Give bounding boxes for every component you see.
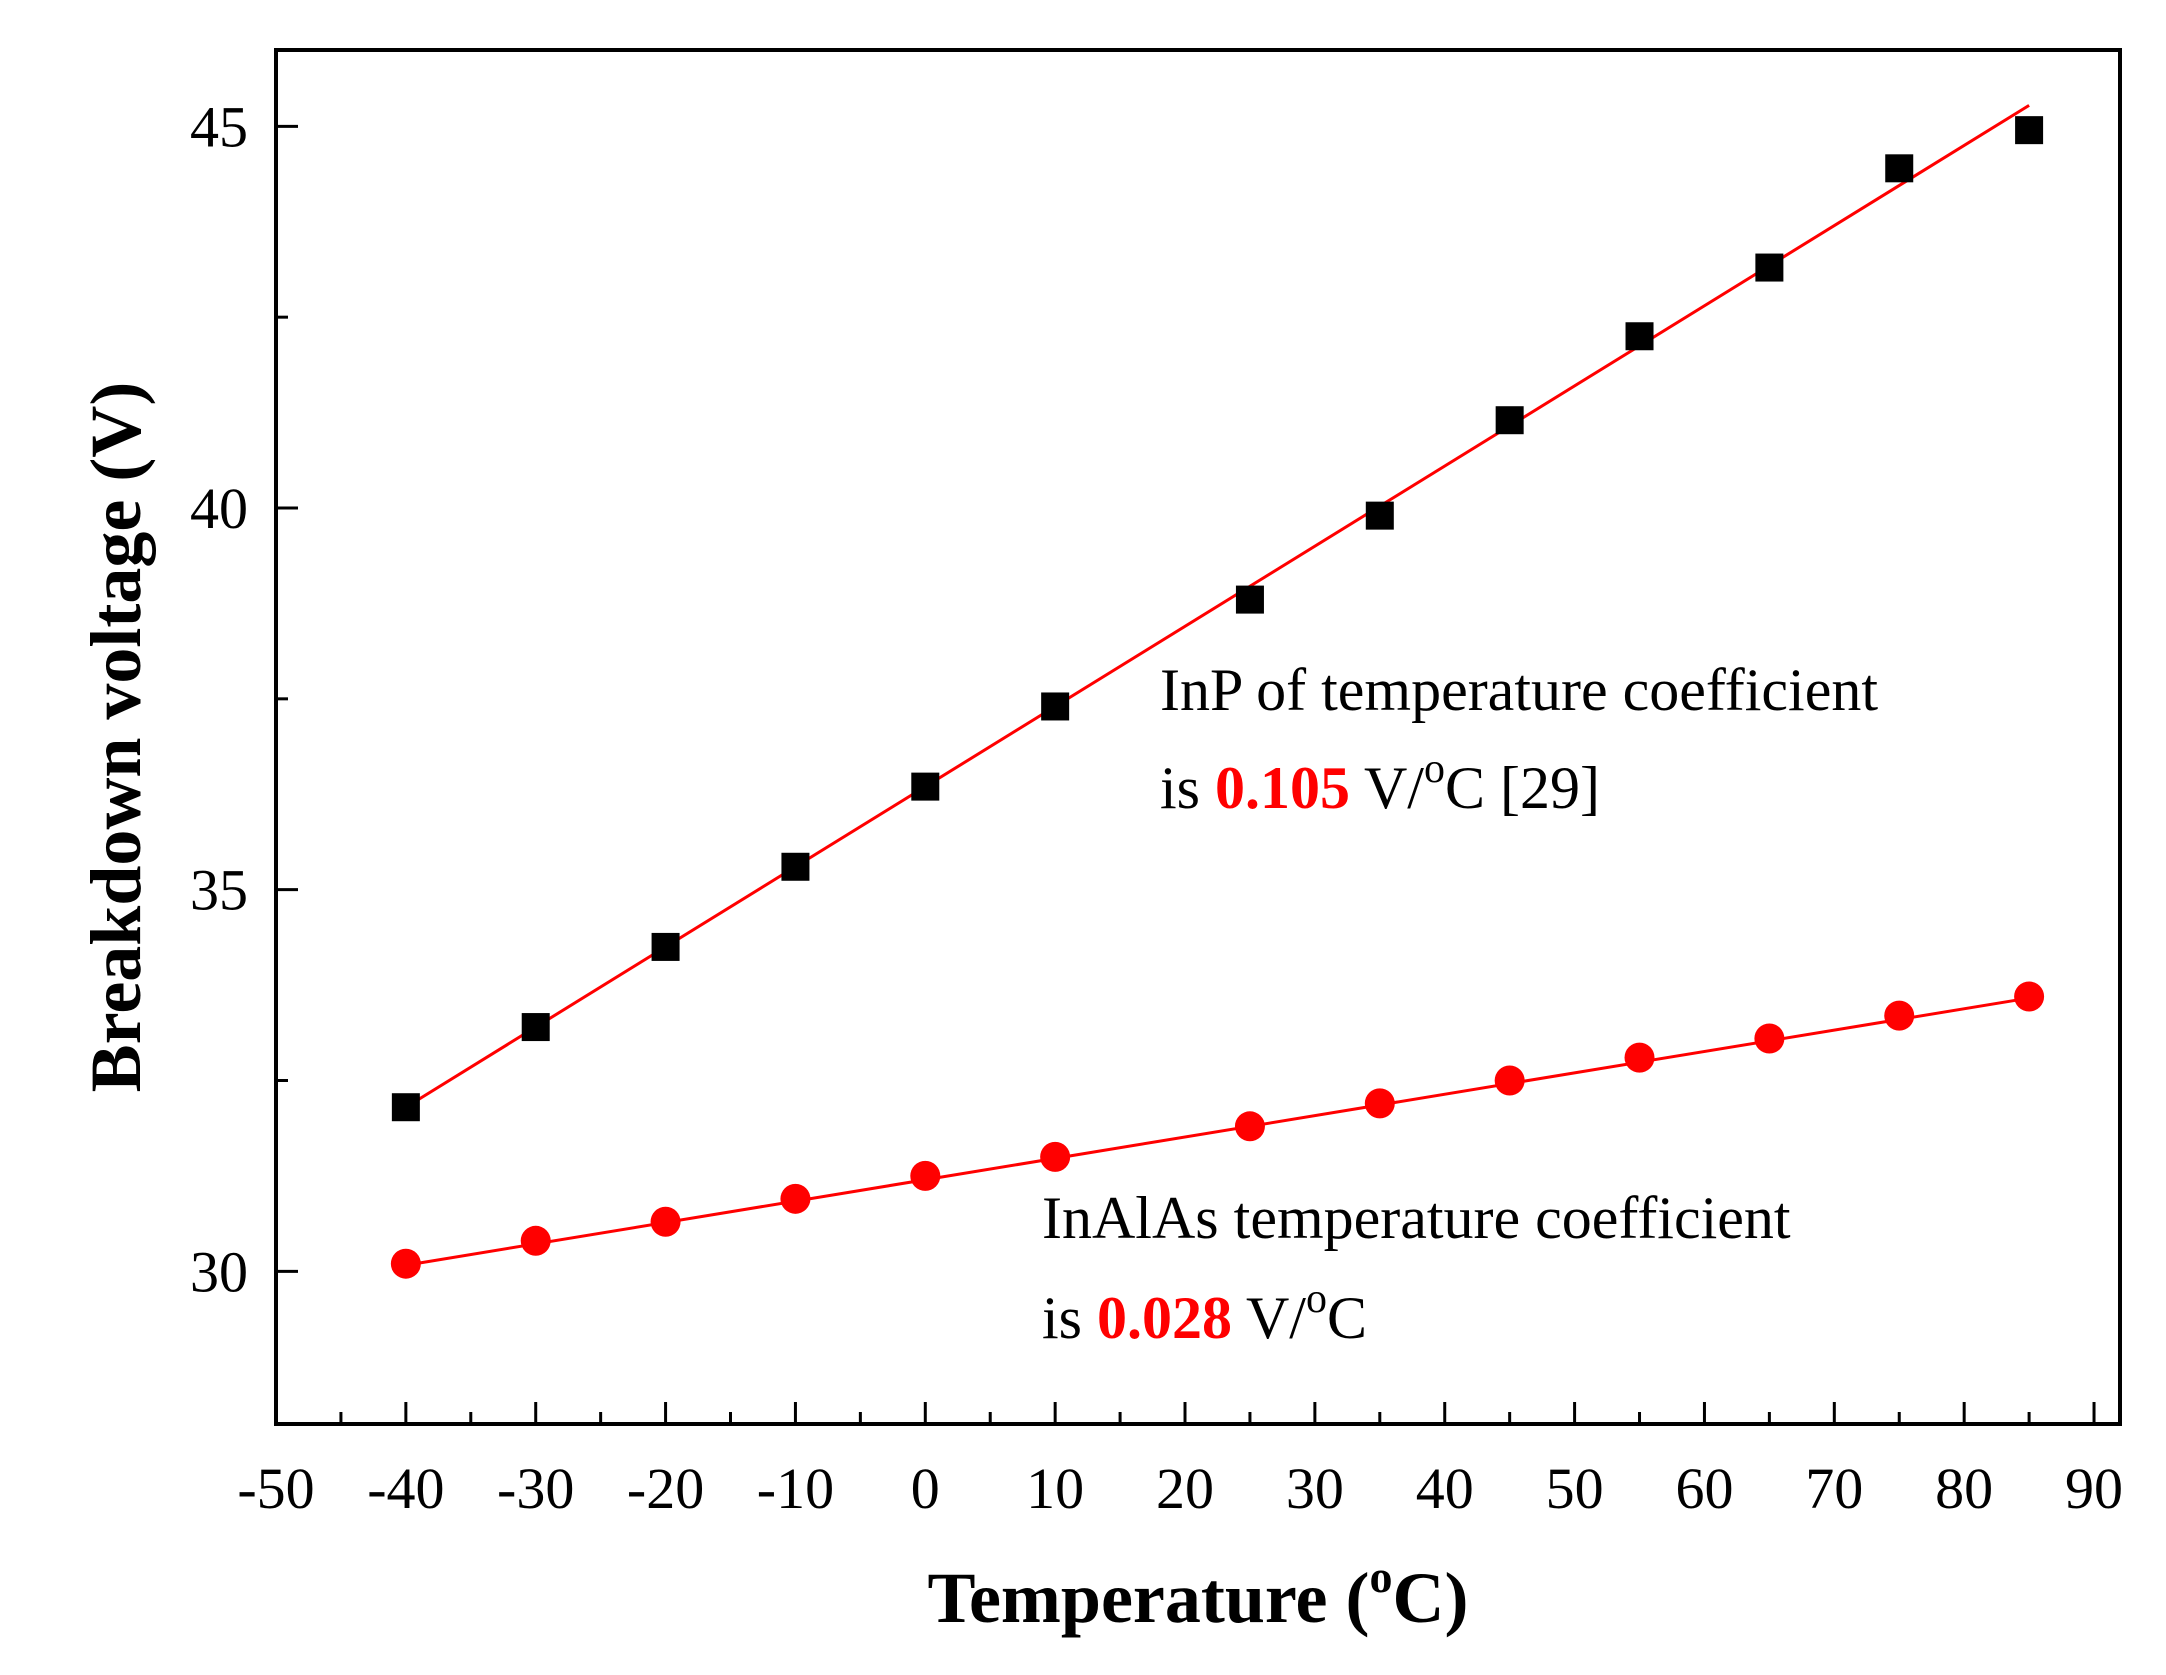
data-point-inalas: [1364, 1088, 1395, 1119]
annotation-inalas-prefix: is: [1042, 1285, 1097, 1351]
x-tick-label: 0: [911, 1456, 940, 1521]
y-tick-label: 45: [190, 94, 248, 159]
x-tick-label: -10: [757, 1456, 834, 1521]
data-point-inalas: [1624, 1042, 1655, 1073]
annotation-inp-line1: InP of temperature coefficient: [1160, 657, 1878, 723]
x-tick-label: 30: [1286, 1456, 1344, 1521]
data-point-inp: [781, 852, 810, 881]
data-point-inp: [1365, 501, 1394, 530]
annotation-inalas-line1: InAlAs temperature coefficient: [1042, 1185, 1791, 1251]
data-point-inp: [1885, 154, 1914, 183]
data-point-inp: [1625, 322, 1654, 351]
data-point-inp: [1041, 692, 1070, 721]
x-axis-title-unit-close: C): [1392, 1558, 1468, 1638]
x-tick-label: 90: [2065, 1456, 2123, 1521]
x-axis-ticks: -50 -40 -30 -20 -10 0 10 20 30 40 50 60 70 80 90: [237, 1402, 2123, 1521]
data-point-inp: [391, 1093, 420, 1122]
x-axis-title-unit-open: (: [1345, 1558, 1369, 1638]
data-point-inalas: [650, 1206, 681, 1237]
data-point-inp: [1235, 585, 1264, 614]
y-axis-ticks: 30 35 40 45: [190, 94, 298, 1304]
data-point-inp: [1755, 253, 1784, 282]
annotation-inp-value: 0.105: [1215, 755, 1350, 821]
annotation-inp-prefix: is: [1160, 755, 1215, 821]
data-point-inp: [911, 772, 940, 801]
data-point-inalas: [1494, 1065, 1525, 1096]
x-tick-label: 20: [1156, 1456, 1214, 1521]
data-point-inalas: [2014, 981, 2045, 1012]
annotation-inalas-unit-prefix: V/: [1232, 1285, 1306, 1351]
data-point-inalas: [1884, 1000, 1915, 1031]
data-point-inalas: [1040, 1141, 1071, 1172]
annotation-inp-unit-sup: o: [1424, 746, 1445, 792]
x-tick-label: 70: [1805, 1456, 1863, 1521]
data-point-inalas: [1754, 1023, 1785, 1054]
data-point-inp: [1495, 406, 1524, 435]
x-tick-label: 40: [1416, 1456, 1474, 1521]
annotation-inp-unit-prefix: V/: [1350, 755, 1424, 821]
x-tick-label: 50: [1546, 1456, 1604, 1521]
data-point-inp: [521, 1013, 550, 1042]
y-tick-label: 30: [190, 1239, 248, 1304]
x-tick-label: 60: [1675, 1456, 1733, 1521]
data-point-inalas: [390, 1248, 421, 1279]
annotation-inalas-line2: is 0.028 V/oC: [1042, 1276, 1367, 1351]
annotation-inp-line2: is 0.105 V/oC [29]: [1160, 746, 1600, 821]
data-point-inalas: [1234, 1111, 1265, 1142]
y-tick-label: 35: [190, 858, 248, 923]
data-point-inp: [2015, 116, 2044, 145]
annotation-inalas-unit-sup: o: [1306, 1276, 1327, 1322]
y-tick-label: 40: [190, 476, 248, 541]
x-axis-title: Temperature (oC): [928, 1551, 1469, 1638]
x-tick-label: -20: [627, 1456, 704, 1521]
annotation-inp: InP of temperature coefficient is 0.105 …: [1160, 657, 1878, 821]
data-points: [390, 116, 2045, 1279]
x-tick-label: -50: [237, 1456, 314, 1521]
x-tick-label: -40: [367, 1456, 444, 1521]
x-axis-title-unit-sup: o: [1369, 1551, 1392, 1602]
data-point-inalas: [780, 1183, 811, 1214]
x-tick-label: 10: [1026, 1456, 1084, 1521]
fit-line-inp: [405, 104, 2030, 1109]
annotation-inalas: InAlAs temperature coefficient is 0.028 …: [1042, 1185, 1791, 1351]
annotation-inalas-value: 0.028: [1097, 1285, 1232, 1351]
annotation-inp-unit-suffix: C [29]: [1445, 755, 1600, 821]
x-tick-label: -30: [497, 1456, 574, 1521]
plot-frame: [274, 48, 2122, 1426]
x-axis-title-main: Temperature: [928, 1558, 1328, 1638]
x-tick-label: 80: [1935, 1456, 1993, 1521]
data-point-inalas: [520, 1225, 551, 1256]
annotation-inalas-unit-suffix: C: [1327, 1285, 1367, 1351]
y-axis-title: Breakdown voltage (V): [76, 382, 156, 1093]
data-point-inalas: [910, 1160, 941, 1191]
data-point-inp: [651, 932, 680, 961]
